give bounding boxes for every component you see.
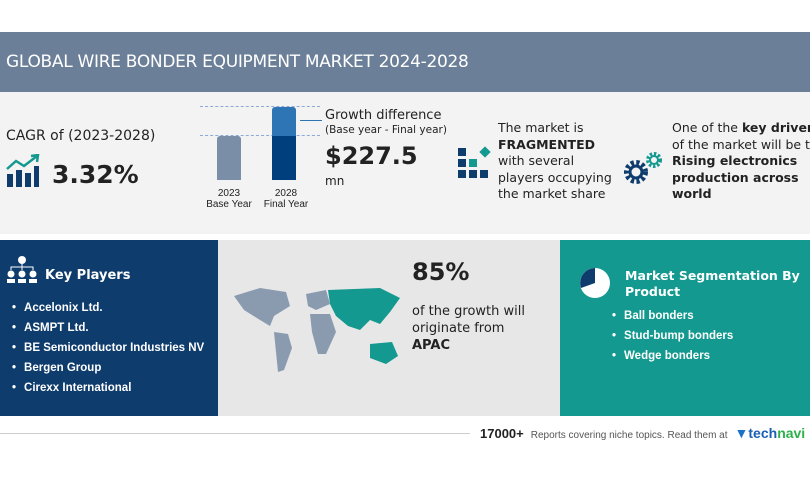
segmentation-title-1: Market Segmentation By [625,268,800,283]
header-banner: GLOBAL WIRE BONDER EQUIPMENT MARKET 2024… [0,32,810,92]
regional-panel: 85% of the growth will originate from AP… [218,240,560,416]
growth-unit: mn [325,174,345,188]
segment-item: Stud-bump bonders [612,330,733,342]
growth-value: $227.5 [325,142,418,170]
page-title: GLOBAL WIRE BONDER EQUIPMENT MARKET 2024… [6,52,469,72]
segment-item: Wedge bonders [612,350,710,362]
growth-percent: 85% [412,258,470,286]
growth-subtitle: (Base year - Final year) [325,124,447,136]
arrow-icon [300,120,322,121]
gears-icon [624,152,662,184]
player-item: Cirexx International [12,382,131,394]
region-name: APAC [412,338,450,353]
region-text-1: of the growth will [412,304,525,319]
market-structure-text: The market is FRAGMENTED with several playe… [498,120,612,201]
key-drivers-text: One of the key driversof the market will… [672,120,810,201]
pie-chart-icon [580,268,610,298]
report-count: 17000+ [480,426,524,441]
final-year-label: 2028 Final Year [263,188,309,210]
stats-strip: CAGR of (2023-2028) 3.32% 2023 Base Year … [0,92,810,234]
footer-text: Reports covering niche topics. Read them… [530,430,728,441]
bar-2028-growth [272,107,296,136]
base-year-label: 2023 Base Year [206,188,252,210]
growth-chart-icon [6,154,40,187]
region-text-2: originate from [412,321,505,336]
player-item: Bergen Group [12,362,101,374]
world-map-icon [234,288,400,372]
player-item: BE Semiconductor Industries NV [12,342,204,354]
player-item: ASMPT Ltd. [12,322,89,334]
cagr-label: CAGR of (2023-2028) [6,128,156,144]
growth-title: Growth difference [325,108,442,123]
technavio-logo[interactable]: ▼technavi [734,425,806,441]
footer-divider [0,433,470,434]
player-item: Accelonix Ltd. [12,302,103,314]
footer-row: 17000+ Reports covering niche topics. Re… [480,425,805,441]
guide-line [200,135,320,136]
key-players-title: Key Players [45,268,131,283]
key-players-panel: Key Players Accelonix Ltd. ASMPT Ltd. BE… [0,240,218,416]
segmentation-panel: Market Segmentation By Product Ball bond… [560,240,810,416]
players-network-icon [7,256,37,283]
bar-2023 [217,136,241,180]
bar-2028-base [272,136,296,180]
guide-line [200,106,320,107]
fragmented-blocks-icon [458,146,491,178]
segmentation-title-2: Product [625,284,681,299]
segment-item: Ball bonders [612,310,694,322]
cagr-value: 3.32% [52,160,139,189]
